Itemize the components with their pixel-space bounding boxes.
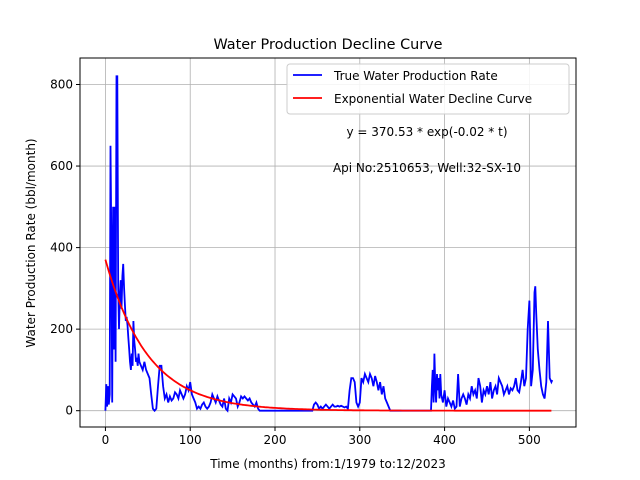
- y-tick-label: 400: [50, 241, 73, 255]
- x-tick-label: 100: [179, 433, 202, 447]
- x-tick-label: 400: [433, 433, 456, 447]
- x-axis: 0 100 200 300 400 500: [102, 427, 541, 447]
- legend: True Water Production Rate Exponential W…: [286, 63, 570, 115]
- y-axis-label: Water Production Rate (bbl/month): [24, 138, 38, 347]
- x-axis-label: Time (months) from:1/1979 to:12/2023: [209, 457, 446, 471]
- annotation-well-info: Api No:2510653, Well:32-SX-10: [333, 161, 521, 175]
- x-tick-label: 200: [264, 433, 287, 447]
- series-line-exponential-decline: [104, 259, 552, 412]
- series-line-true-water-production: [104, 75, 554, 413]
- x-tick-label: 300: [348, 433, 371, 447]
- y-axis: 0 200 400 600 800: [50, 78, 80, 418]
- y-tick-label: 800: [50, 78, 73, 92]
- x-tick-label: 500: [518, 433, 541, 447]
- grid: [80, 58, 576, 427]
- x-tick-label: 0: [102, 433, 110, 447]
- plot-area: [79, 57, 577, 428]
- chart-title: Water Production Decline Curve: [213, 37, 442, 53]
- y-tick-label: 0: [65, 404, 73, 418]
- y-tick-label: 200: [50, 322, 73, 336]
- y-tick-label: 600: [50, 159, 73, 173]
- legend-label-true-water-production: True Water Production Rate: [333, 69, 498, 83]
- legend-label-exponential-decline: Exponential Water Decline Curve: [334, 92, 532, 106]
- annotation-equation: y = 370.53 * exp(-0.02 * t): [346, 125, 507, 139]
